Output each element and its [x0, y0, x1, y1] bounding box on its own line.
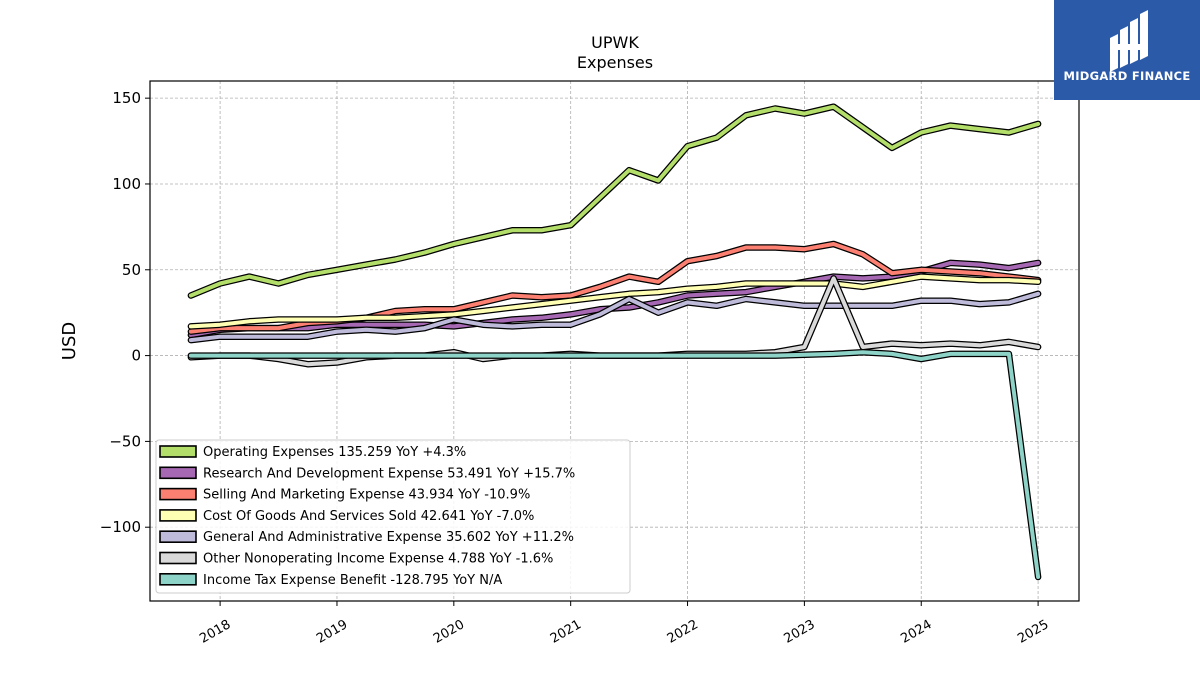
- legend-swatch: [159, 572, 197, 586]
- y-tick-label: 50: [122, 261, 141, 279]
- legend-box: [155, 439, 631, 594]
- legend-entry-label: Research And Development Expense 53.491 …: [203, 466, 575, 481]
- legend-swatch: [159, 551, 197, 565]
- legend-swatch: [159, 509, 197, 522]
- plot-frame: [149, 80, 1080, 602]
- legend-entry-label: Cost Of Goods And Services Sold 42.641 Y…: [203, 509, 534, 524]
- series-line: [188, 350, 1041, 579]
- series-lines: [187, 103, 1042, 581]
- y-tick-label: 100: [112, 175, 141, 193]
- series-line: [188, 291, 1041, 343]
- legend: Operating Expenses 135.259 YoY +4.3% Rese…: [155, 439, 631, 594]
- y-axis-label: USD: [59, 322, 80, 360]
- y-tick-label: 0: [131, 347, 141, 365]
- series-line: [188, 104, 1041, 298]
- logo-mark-icon: [1110, 10, 1148, 72]
- y-tick-label: 150: [112, 89, 141, 107]
- chart-title: UPWK: [591, 33, 639, 52]
- legend-swatch: [159, 466, 197, 480]
- legend-entry-label: Operating Expenses 135.259 YoY +4.3%: [203, 445, 466, 460]
- chart-subtitle: Expenses: [577, 53, 653, 72]
- legend-swatch: [159, 530, 197, 544]
- grid: [150, 81, 1079, 601]
- y-tick-label: −50: [109, 432, 141, 450]
- series-line: [188, 274, 1041, 329]
- legend-swatch: [159, 445, 197, 458]
- legend-swatch: [159, 487, 197, 501]
- midgard-finance-logo: MIDGARD FINANCE: [1054, 0, 1200, 100]
- logo-text: MIDGARD FINANCE: [1063, 69, 1190, 83]
- y-tick-label: −100: [100, 518, 141, 536]
- legend-entry-label: Income Tax Expense Benefit -128.795 YoY …: [203, 573, 502, 588]
- legend-entry-label: Other Nonoperating Income Expense 4.788 …: [203, 552, 553, 567]
- legend-entry-label: General And Administrative Expense 35.60…: [203, 530, 574, 545]
- legend-entry-label: Selling And Marketing Expense 43.934 YoY…: [203, 488, 530, 503]
